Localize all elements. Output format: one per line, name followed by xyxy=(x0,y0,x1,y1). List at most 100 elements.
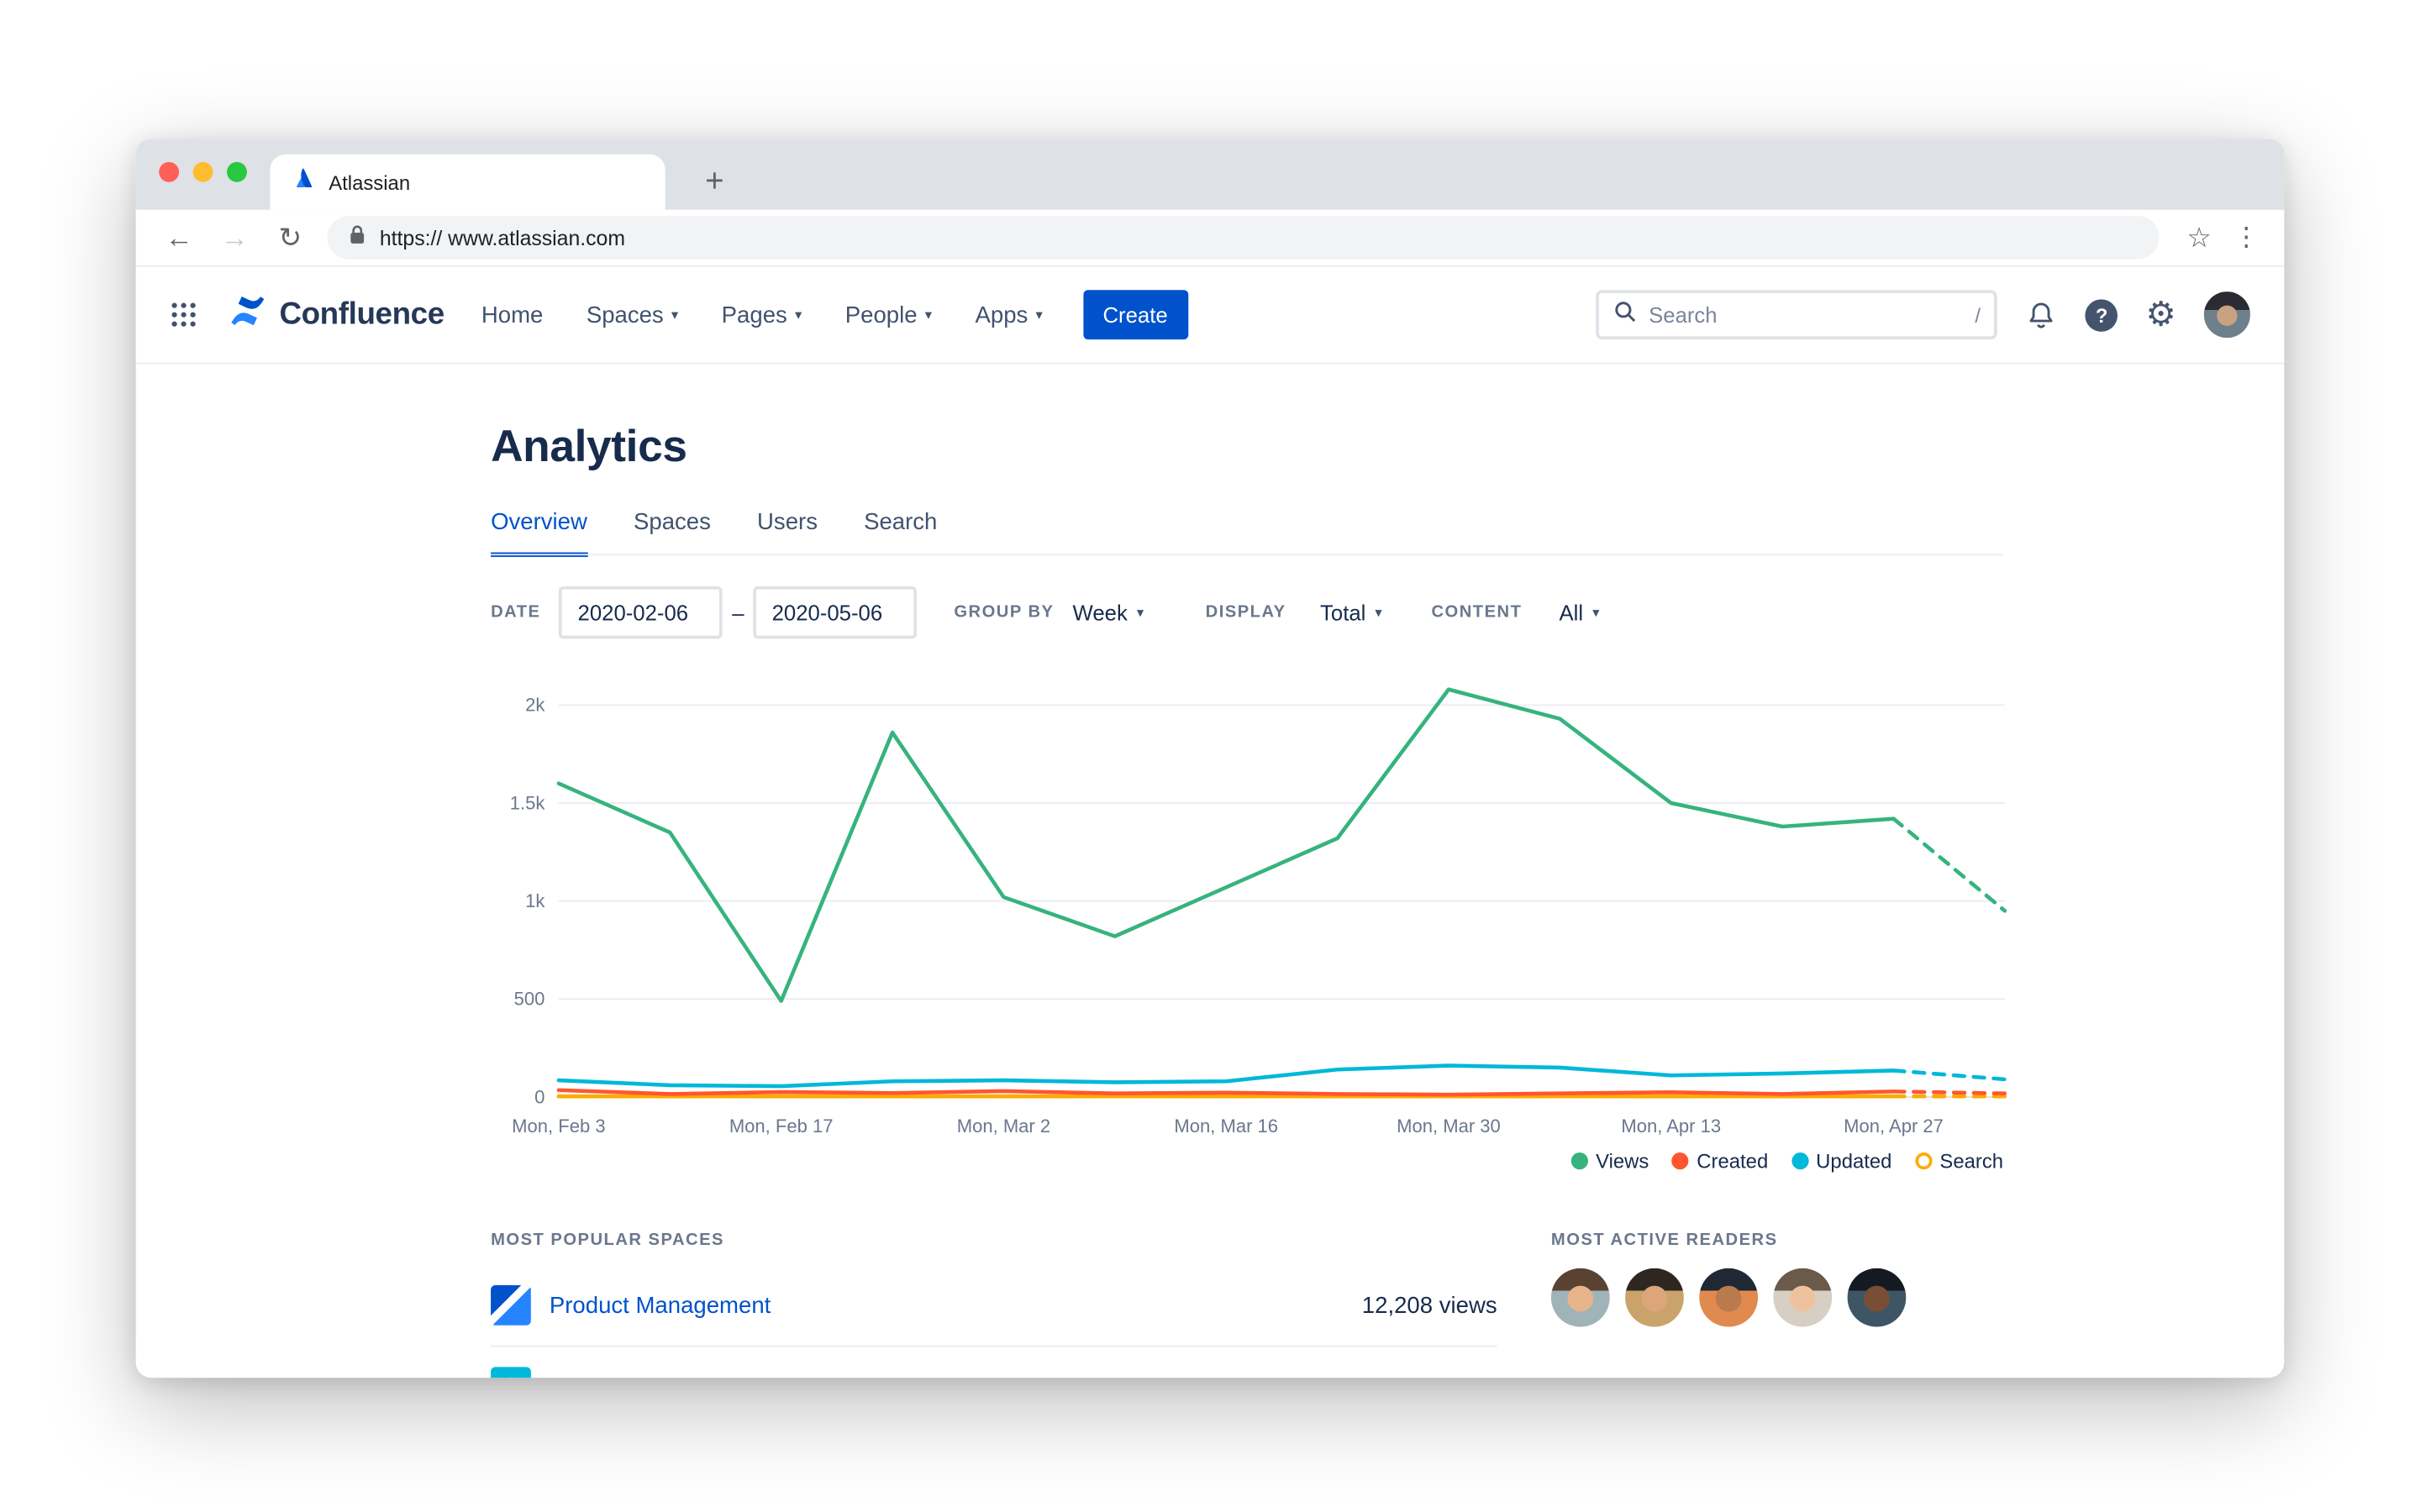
chevron-down-icon: ▾ xyxy=(1035,306,1043,322)
group-by-label: GROUP BY xyxy=(954,603,1055,622)
legend-item-updated[interactable]: Updated xyxy=(1791,1149,1892,1173)
date-range-separator: – xyxy=(732,600,744,625)
create-button[interactable]: Create xyxy=(1082,290,1188,340)
display-label: DISPLAY xyxy=(1205,603,1286,622)
legend-item-search[interactable]: Search xyxy=(1915,1149,2003,1173)
reload-button[interactable]: ↻ xyxy=(278,221,302,253)
nav-item-spaces[interactable]: Spaces ▾ xyxy=(587,302,678,328)
confluence-mark-icon xyxy=(229,291,267,338)
reader-avatar[interactable] xyxy=(1773,1268,1833,1327)
y-axis-label: 1k xyxy=(525,890,545,911)
reader-avatar[interactable] xyxy=(1550,1268,1610,1327)
tab-search[interactable]: Search xyxy=(864,509,938,536)
tab-spaces[interactable]: Spaces xyxy=(634,509,711,536)
x-axis-label: Mon, Mar 2 xyxy=(957,1116,1050,1137)
nav-item-home[interactable]: Home xyxy=(481,302,543,328)
space-link[interactable]: Product Management xyxy=(549,1292,771,1319)
x-axis-label: Mon, Apr 27 xyxy=(1844,1116,1944,1137)
group-by-dropdown[interactable]: Week ▾ xyxy=(1073,600,1144,624)
tab-users[interactable]: Users xyxy=(757,509,818,536)
nav-item-pages[interactable]: Pages ▾ xyxy=(722,302,802,328)
atlassian-favicon-icon xyxy=(292,166,315,197)
browser-window: Atlassian + ← → ↻ https:// www.atlassian… xyxy=(135,139,2285,1378)
browser-tab[interactable]: Atlassian xyxy=(270,154,666,210)
x-axis-label: Mon, Feb 17 xyxy=(729,1116,834,1137)
series-views-projection xyxy=(1891,816,2007,913)
reader-avatar[interactable] xyxy=(1699,1268,1759,1327)
legend-dot-icon xyxy=(1915,1152,1933,1170)
analytics-tabs: Overview Spaces Users Search xyxy=(491,509,938,558)
nav-item-apps[interactable]: Apps ▾ xyxy=(976,302,1043,328)
analytics-chart: 0 500 1k 1.5k 2k Mon, Feb 3 Mon, Feb 17 Mon, Ma… xyxy=(491,679,2018,1157)
browser-menu-icon[interactable]: ⋮ xyxy=(2233,222,2260,252)
nav-item-people[interactable]: People ▾ xyxy=(845,302,932,328)
display-value: Total xyxy=(1320,600,1366,625)
chevron-down-icon: ▾ xyxy=(1375,604,1382,620)
browser-addressbar: ← → ↻ https:// www.atlassian.com ☆ ⋮ xyxy=(135,209,2285,267)
tab-title: Atlassian xyxy=(329,170,411,194)
maximize-window-button[interactable] xyxy=(227,161,247,182)
display-dropdown[interactable]: Total ▾ xyxy=(1320,600,1382,624)
chevron-down-icon: ▾ xyxy=(1592,604,1600,620)
series-updated-projection xyxy=(1891,1068,2007,1082)
url-text: https:// www.atlassian.com xyxy=(379,226,625,249)
content-dropdown[interactable]: All ▾ xyxy=(1560,600,1600,624)
group-by-value: Week xyxy=(1072,600,1128,625)
search-input[interactable]: Search / xyxy=(1596,290,1998,340)
new-tab-button[interactable]: + xyxy=(705,163,724,199)
settings-gear-icon[interactable]: ⚙ xyxy=(2145,294,2176,333)
series-created xyxy=(556,1088,1896,1097)
date-to-input[interactable]: 2020-05-06 xyxy=(753,585,918,639)
help-icon[interactable]: ? xyxy=(2085,298,2118,331)
search-shortcut-hint: / xyxy=(1975,302,1981,327)
reader-avatar[interactable] xyxy=(1847,1268,1907,1327)
x-axis-label: Mon, Feb 3 xyxy=(512,1116,605,1137)
window-controls xyxy=(159,161,247,182)
y-axis-label: 1.5k xyxy=(510,792,546,813)
date-from-input[interactable]: 2020-02-06 xyxy=(559,585,723,639)
filter-bar: DATE 2020-02-06 – 2020-05-06 GROUP BY We… xyxy=(491,585,1600,639)
confluence-logo[interactable]: Confluence xyxy=(229,291,445,338)
search-icon xyxy=(1613,298,1638,331)
chevron-down-icon: ▾ xyxy=(795,306,802,322)
space-icon xyxy=(491,1367,531,1378)
chevron-down-icon: ▾ xyxy=(924,306,933,322)
page-title: Analytics xyxy=(491,423,687,473)
tabs-divider xyxy=(491,554,2004,556)
legend-dot-icon xyxy=(1570,1152,1588,1170)
y-axis-label: 2k xyxy=(525,695,545,716)
popular-spaces-title: MOST POPULAR SPACES xyxy=(491,1231,724,1250)
back-button[interactable]: ← xyxy=(165,221,193,253)
notifications-bell-icon[interactable] xyxy=(2025,298,2058,331)
legend-item-views[interactable]: Views xyxy=(1570,1149,1649,1173)
tab-overview[interactable]: Overview xyxy=(491,509,587,558)
legend-label: Search xyxy=(1939,1149,2004,1173)
date-label: DATE xyxy=(491,603,541,622)
forward-button[interactable]: → xyxy=(220,221,249,253)
x-axis-label: Mon, Mar 16 xyxy=(1174,1116,1278,1137)
x-axis-label: Mon, Apr 13 xyxy=(1621,1116,1721,1137)
space-link[interactable]: Human Relations xyxy=(550,1374,727,1378)
legend-label: Updated xyxy=(1816,1149,1892,1173)
table-row: Human Relations 976 views xyxy=(491,1347,1497,1378)
bookmark-star-icon[interactable]: ☆ xyxy=(2186,221,2212,253)
app-header: Confluence Home Spaces ▾ Pages ▾ People ▾ Apps ▾… xyxy=(135,266,2285,365)
x-axis-label: Mon, Mar 30 xyxy=(1397,1116,1501,1137)
close-window-button[interactable] xyxy=(159,161,180,182)
legend-item-created[interactable]: Created xyxy=(1671,1149,1768,1173)
reader-avatar[interactable] xyxy=(1625,1268,1684,1327)
chevron-down-icon: ▾ xyxy=(1136,604,1144,620)
y-axis-label: 500 xyxy=(514,989,545,1010)
product-name: Confluence xyxy=(279,297,445,331)
app-switcher-icon[interactable] xyxy=(166,297,200,331)
content-value: All xyxy=(1559,600,1584,625)
y-axis-label: 0 xyxy=(534,1086,544,1107)
minimize-window-button[interactable] xyxy=(192,161,213,182)
search-placeholder: Search xyxy=(1649,302,1718,328)
series-updated xyxy=(556,1063,1896,1089)
main-nav: Home Spaces ▾ Pages ▾ People ▾ Apps ▾ xyxy=(481,302,1043,328)
chevron-down-icon: ▾ xyxy=(671,306,679,322)
nav-item-label: Home xyxy=(481,302,544,328)
user-avatar[interactable] xyxy=(2203,291,2250,339)
url-bar[interactable]: https:// www.atlassian.com xyxy=(327,216,2160,260)
